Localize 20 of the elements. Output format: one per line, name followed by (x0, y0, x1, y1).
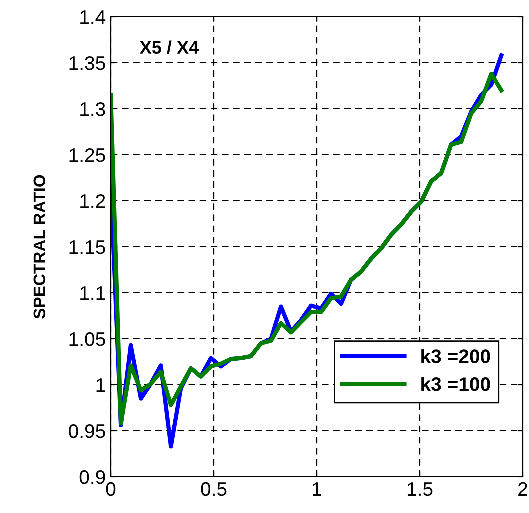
y-tick-label: 1.35 (70, 56, 106, 70)
y-tick-label: 1.05 (70, 332, 106, 346)
y-tick-label: 1.3 (80, 102, 106, 116)
x-tick-label: 1 (313, 482, 322, 496)
y-tick-label: 1.1 (80, 286, 106, 300)
y-tick-label: 0.95 (69, 424, 106, 438)
y-tick-label: 0.9 (80, 470, 106, 484)
annotation: X5 / X4 (140, 40, 199, 54)
legend-label: k3 =200 (422, 349, 490, 364)
x-tick-label: 1.5 (408, 482, 433, 496)
legend-label: k3 =100 (422, 376, 490, 392)
y-tick-label: 1.4 (80, 10, 106, 24)
x-tick-label: 2 (518, 482, 528, 496)
y-tick-label: 1.2 (80, 194, 106, 208)
x-tick-label: 0.5 (201, 482, 227, 496)
y-tick-label: 1 (96, 378, 106, 392)
x-tick-label: 0 (106, 482, 116, 496)
y-tick-label: 1.15 (70, 240, 106, 254)
y-axis-title: SPECTRAL RATIO (34, 175, 46, 319)
y-tick-label: 1.25 (70, 148, 106, 162)
